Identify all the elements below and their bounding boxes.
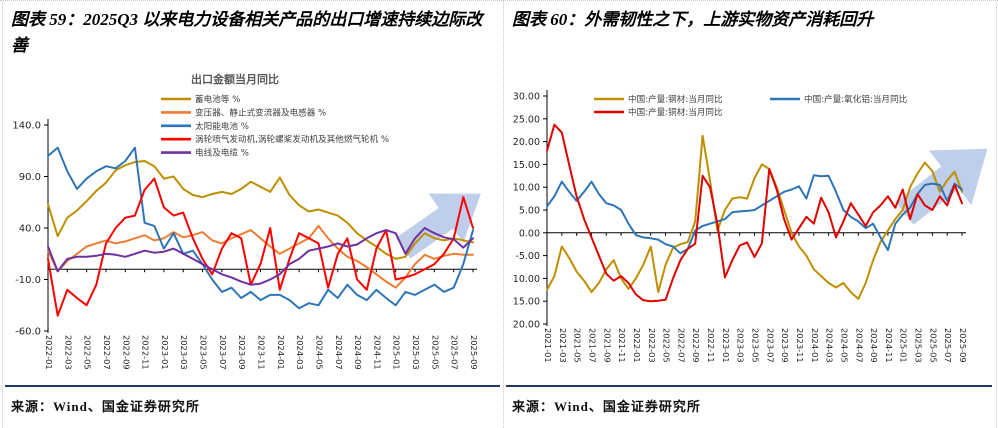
divider-rule (506, 385, 992, 387)
y-axis-label: 140.0 (12, 121, 41, 132)
y-axis-label: 40.0 (19, 224, 41, 235)
x-axis-label: 2025-07 (450, 335, 460, 370)
source-label: 来源：Wind、国金证券研究所 (512, 399, 701, 414)
x-axis-label: 2022-05 (83, 335, 93, 370)
x-axis-label: 2023-01 (160, 335, 170, 370)
x-axis-label: 2024-07 (334, 335, 344, 370)
x-axis-label: 2024-11 (884, 328, 894, 363)
legend-item-label: 变压器、静止式变流器及电感器 % (195, 106, 326, 118)
x-axis-label: 2024-09 (869, 328, 879, 363)
chart-canvas: 30.00 25.00 20.00 15.00 10.00 5.00 0.00 -5.00 -1… (509, 90, 988, 363)
y-axis-label: -10.0 (15, 275, 41, 286)
series-line-2 (546, 123, 963, 303)
series-line-1 (47, 224, 474, 289)
export-growth-chart: 140.0 90.0 40.0 -10.0 -60.0 2022-01 2022-03 202… (11, 59, 497, 385)
x-axis-label: 2021-03 (558, 328, 568, 363)
figure-title: 图表 60：外需韧性之下，上游实物资产消耗回升 (512, 10, 874, 29)
x-axis-label: 2021-07 (587, 328, 597, 363)
x-axis-label: 2024-11 (372, 335, 382, 370)
x-axis-label: 2023-09 (237, 335, 247, 370)
x-axis-label: 2022-09 (121, 335, 131, 370)
x-axis-label: 2023-03 (736, 328, 746, 363)
x-axis-label: 2022-05 (662, 328, 672, 363)
x-axis-label: 2021-09 (602, 328, 612, 363)
series-line-0 (546, 134, 963, 300)
x-axis-label: 2025-05 (928, 328, 938, 363)
x-axis-label: 2024-01 (810, 328, 820, 363)
x-axis-label: 2022-01 (44, 335, 54, 370)
figure-title: 图表 59：2025Q3 以来电力设备相关产品的出口增速持续边际改善 (11, 10, 483, 55)
y-axis-label: 5.00 (519, 206, 540, 217)
x-axis-label: 2024-07 (854, 328, 864, 363)
x-axis-label: 2022-03 (647, 328, 657, 363)
legend-item-label: 太阳能电池 % (195, 120, 249, 132)
y-axis-label: -15.00 (512, 297, 540, 308)
series-line-4 (47, 227, 474, 286)
x-axis-label: 2024-05 (314, 335, 324, 370)
y-axis-label: 20.00 (513, 137, 540, 148)
series-line-1 (546, 174, 963, 255)
x-axis-label: 2025-03 (411, 335, 421, 370)
x-axis-label: 2025-03 (914, 328, 924, 363)
y-axis-label: 90.0 (19, 172, 41, 183)
legend-item-label: 中国:产量:氧化铝:当月同比 (804, 93, 908, 105)
x-axis-label: 2025-01 (392, 335, 402, 370)
x-axis-label: 2025-09 (958, 328, 968, 363)
x-axis-label: 2022-03 (63, 335, 73, 370)
y-axis-label: 0.00 (519, 228, 540, 239)
x-axis-label: 2021-11 (617, 328, 627, 363)
x-axis-label: 2023-07 (218, 335, 228, 370)
x-axis-label: 2022-09 (691, 328, 701, 363)
x-axis-label: 2023-11 (795, 328, 805, 363)
x-axis-label: 2022-01 (632, 328, 642, 363)
legend-item-label: 中国:产量:钢材:当月同比 (628, 93, 723, 105)
y-axis-label: 10.00 (513, 183, 540, 194)
legend-title: 出口金额当月同比 (191, 72, 279, 86)
x-axis-label: 2022-07 (676, 328, 686, 363)
x-axis-label: 2023-05 (751, 328, 761, 363)
x-axis-label: 2025-05 (430, 335, 440, 370)
x-axis-label: 2024-03 (825, 328, 835, 363)
divider-rule (5, 385, 500, 387)
y-axis-label: -60.0 (15, 327, 41, 338)
legend-item-label: 蓄电池等 % (195, 93, 240, 105)
legend-item-label: 中国:产量:铜材:当月同比 (628, 106, 723, 118)
y-axis-label: 25.00 (513, 114, 540, 125)
x-axis-label: 2024-05 (839, 328, 849, 363)
y-axis-label: -10.00 (512, 274, 540, 285)
y-axis-label: 15.00 (513, 160, 540, 171)
x-axis-label: 2023-07 (765, 328, 775, 363)
series-line-0 (47, 160, 474, 260)
legend-item-label: 涡轮喷气发动机,涡轮螺桨发动机及其他燃气轮机 % (195, 133, 389, 145)
figure-60-panel: 图表 60：外需韧性之下，上游实物资产消耗回升 30.00 25.00 20.00 1… (503, 1, 997, 428)
y-axis-label: -5.00 (515, 251, 540, 262)
x-axis-label: 2024-01 (276, 335, 286, 370)
x-axis-label: 2025-07 (943, 328, 953, 363)
x-axis-label: 2022-11 (141, 335, 151, 370)
series-line-3 (47, 177, 474, 317)
x-axis-label: 2022-11 (706, 328, 716, 363)
legend-item-label: 电线及电缆 % (195, 147, 249, 159)
y-axis-label: -20.00 (512, 320, 540, 331)
x-axis-label: 2024-03 (295, 335, 305, 370)
x-axis-label: 2021-01 (543, 328, 553, 363)
series-line-2 (47, 146, 474, 310)
figure-59-panel: 图表 59：2025Q3 以来电力设备相关产品的出口增速持续边际改善 140.0… (2, 1, 504, 428)
x-axis-label: 2023-01 (721, 328, 731, 363)
production-growth-chart: 30.00 25.00 20.00 15.00 10.00 5.00 0.00 -5.00 -1… (509, 59, 998, 385)
x-axis-label: 2025-09 (469, 335, 479, 370)
x-axis-label: 2024-09 (353, 335, 363, 370)
x-axis-label: 2023-03 (179, 335, 189, 370)
x-axis-label: 2023-11 (257, 335, 267, 370)
x-axis-label: 2023-09 (780, 328, 790, 363)
x-axis-label: 2025-01 (899, 328, 909, 363)
x-axis-label: 2022-07 (102, 335, 112, 370)
source-label: 来源：Wind、国金证券研究所 (11, 399, 200, 414)
x-axis-label: 2023-05 (199, 335, 209, 370)
x-axis-label: 2021-05 (573, 328, 583, 363)
y-axis-label: 30.00 (513, 92, 540, 103)
